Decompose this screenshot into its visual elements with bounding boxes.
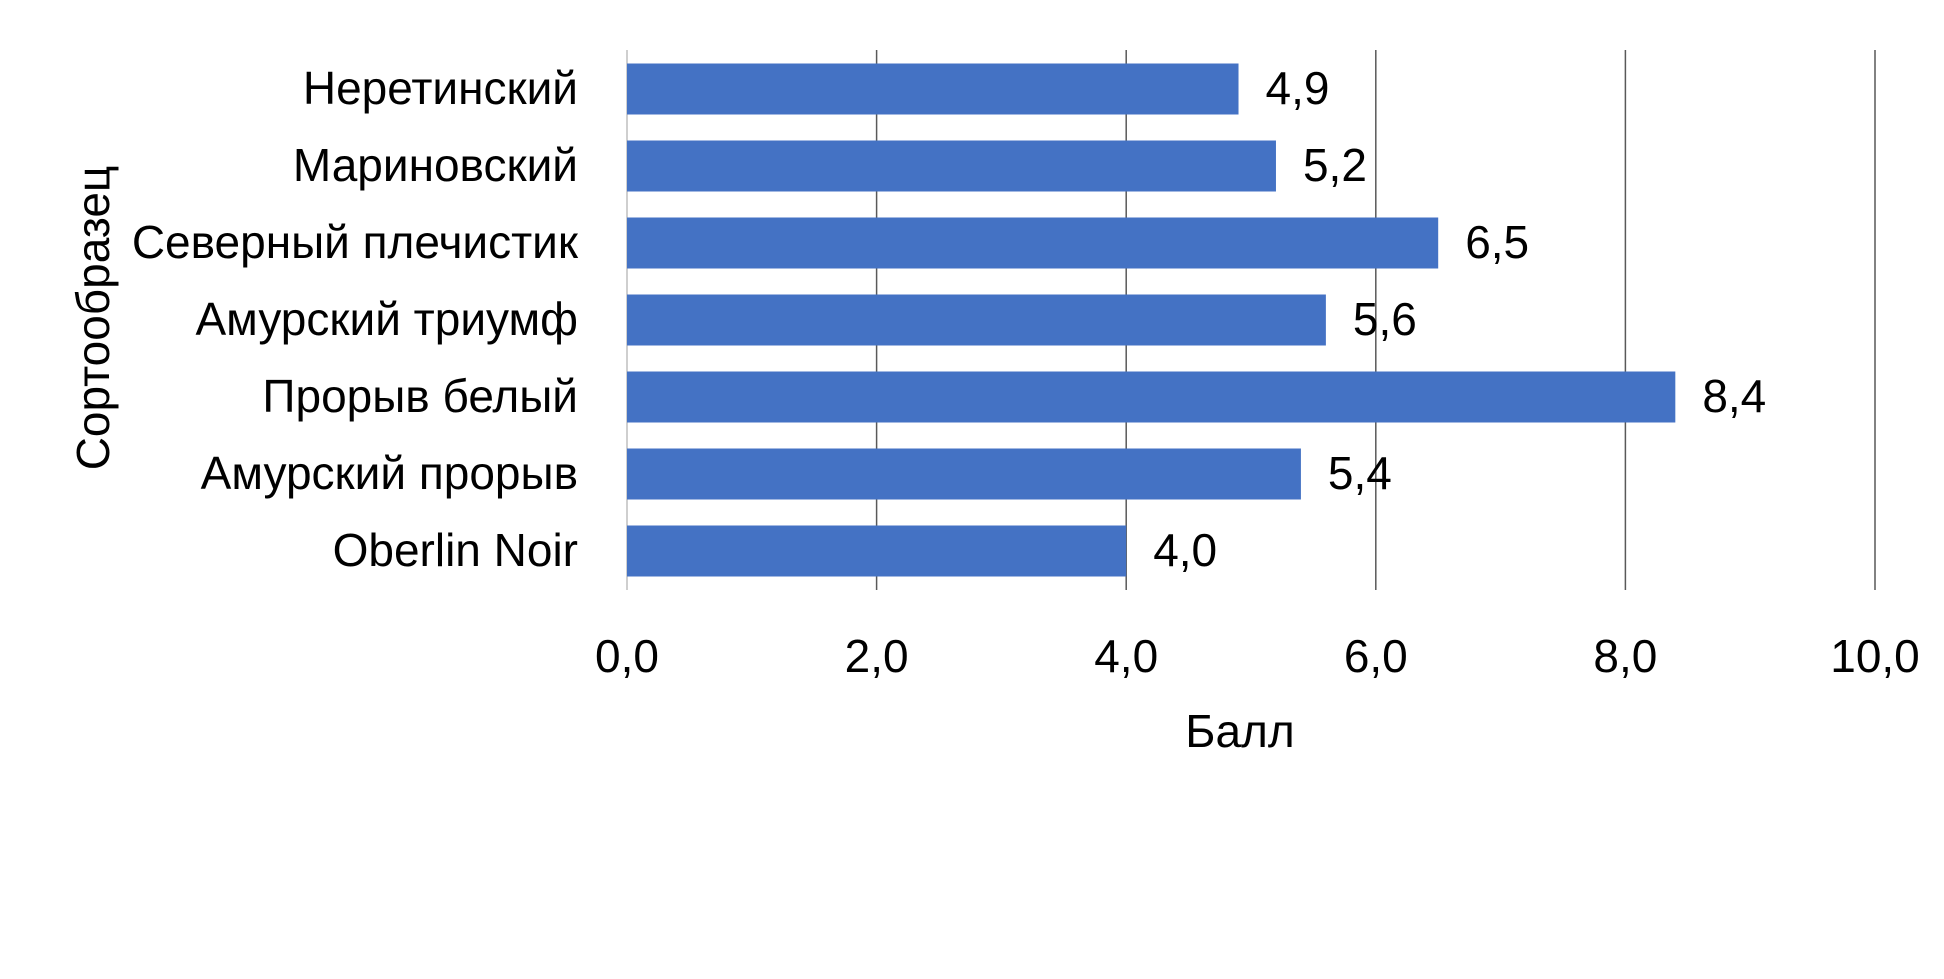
bar [627, 217, 1439, 269]
x-tick-label: 10,0 [1830, 630, 1920, 682]
x-tick-label: 0,0 [595, 630, 659, 682]
y-axis-title: Сортообразец [67, 166, 119, 471]
x-axis-title: Балл [1185, 705, 1294, 757]
category-label: Амурский прорыв [201, 447, 578, 499]
category-label: Северный плечистик [132, 216, 579, 268]
bar [627, 448, 1301, 500]
bar [627, 140, 1276, 192]
x-tick-labels: 0,0 2,0 4,0 6,0 8,0 10,0 [595, 630, 1920, 682]
category-label: Амурский триумф [196, 293, 579, 345]
x-tick-label: 6,0 [1344, 630, 1408, 682]
bar [627, 371, 1676, 423]
bar [627, 525, 1127, 577]
x-tick-label: 2,0 [845, 630, 909, 682]
x-tick-label: 8,0 [1593, 630, 1657, 682]
data-label: 4,9 [1266, 62, 1330, 114]
data-label: 8,4 [1702, 370, 1766, 422]
bar [627, 294, 1326, 346]
x-tick-label: 4,0 [1094, 630, 1158, 682]
data-label: 5,6 [1353, 293, 1417, 345]
data-label: 4,0 [1153, 524, 1217, 576]
category-label: Oberlin Noir [333, 524, 578, 576]
category-label: Прорыв белый [262, 370, 578, 422]
data-labels: 4,9 5,2 6,5 5,6 8,4 5,4 4,0 [1153, 62, 1766, 576]
bar [627, 63, 1239, 115]
bars [627, 63, 1676, 577]
data-label: 6,5 [1465, 216, 1529, 268]
data-label: 5,2 [1303, 139, 1367, 191]
category-labels: Неретинский Мариновский Северный плечистик… [132, 62, 579, 576]
data-label: 5,4 [1328, 447, 1392, 499]
category-label: Мариновский [293, 139, 578, 191]
category-label: Неретинский [303, 62, 578, 114]
